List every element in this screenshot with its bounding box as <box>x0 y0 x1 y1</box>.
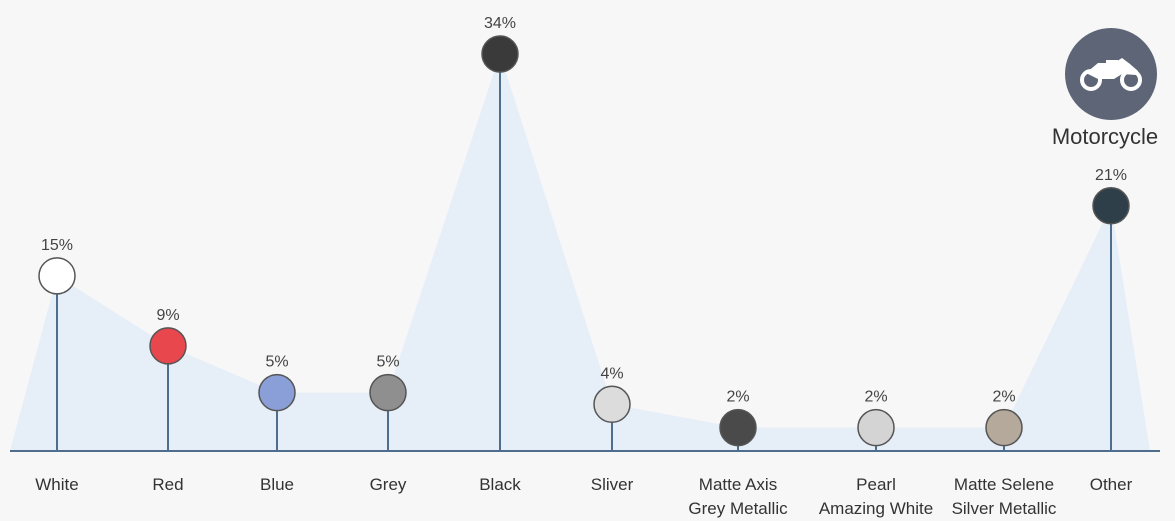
point-0 <box>38 257 76 295</box>
category-label-6-0: Matte Axis <box>699 475 777 494</box>
category-label-3-0: Grey <box>370 475 407 494</box>
motorcycle-icon-badge <box>1065 28 1157 120</box>
point-2 <box>258 373 296 412</box>
category-label-1-0: Red <box>152 475 183 494</box>
point-8 <box>985 408 1023 447</box>
point-1 <box>149 327 187 365</box>
value-label-1: 9% <box>156 307 179 324</box>
category-label-2-0: Blue <box>260 475 294 494</box>
value-label-5: 4% <box>600 365 623 382</box>
value-label-9: 21% <box>1095 167 1127 184</box>
value-label-3: 5% <box>376 354 399 371</box>
category-label-0-0: White <box>35 475 78 494</box>
category-label-5-0: Sliver <box>591 475 634 494</box>
category-label-8-0: Matte Selene <box>954 475 1054 494</box>
category-label-8-1: Silver Metallic <box>952 499 1057 518</box>
category-label-9-0: Other <box>1090 475 1133 494</box>
point-5 <box>593 385 631 424</box>
legend-label: Motorcycle <box>1051 124 1159 149</box>
category-label-6-1: Grey Metallic <box>688 499 788 518</box>
motorcycle-icon <box>1080 58 1142 91</box>
category-label-4-0: Black <box>479 475 521 494</box>
category-label-7-0: Pearl <box>856 475 896 494</box>
point-7 <box>857 408 895 447</box>
area-fill <box>10 54 1150 451</box>
point-6 <box>719 408 757 447</box>
point-9 <box>1092 187 1130 225</box>
value-label-6: 2% <box>726 389 749 406</box>
value-label-8: 2% <box>992 389 1015 406</box>
value-label-7: 2% <box>864 389 887 406</box>
category-label-7-1: Amazing White <box>819 499 933 518</box>
value-label-4: 34% <box>484 15 516 32</box>
point-4 <box>481 35 519 73</box>
value-label-0: 15% <box>41 237 73 254</box>
value-label-2: 5% <box>265 354 288 371</box>
point-3 <box>369 373 407 412</box>
